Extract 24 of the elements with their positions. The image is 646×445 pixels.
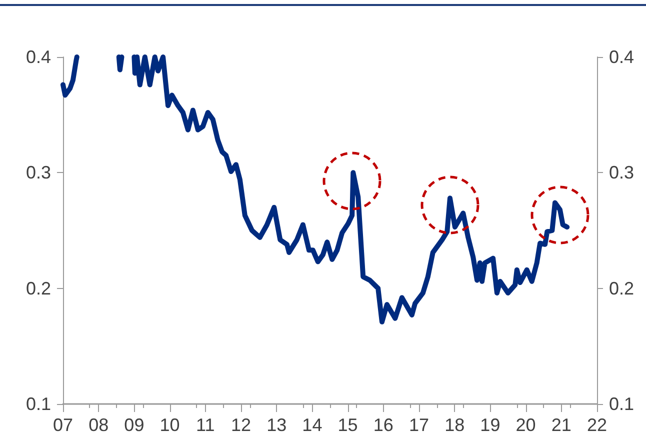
y-tick-label: 0.1 <box>26 394 51 414</box>
x-tick-label: 18 <box>444 415 465 435</box>
x-tick-label: 22 <box>586 415 608 435</box>
x-tick-label: 12 <box>230 415 252 435</box>
x-tick-label: 21 <box>551 415 572 435</box>
x-tick-label: 20 <box>516 415 536 435</box>
x-tick-label: 16 <box>373 415 394 435</box>
y-tick-label: 0.2 <box>26 278 51 298</box>
x-tick-label: 08 <box>88 415 109 435</box>
x-tick-label: 09 <box>124 415 144 435</box>
y2-tick-label: 0.2 <box>609 278 634 298</box>
x-tick-label: 14 <box>302 415 322 435</box>
y2-tick-label: 0.4 <box>609 47 634 67</box>
y2-tick-label: 0.3 <box>609 162 634 183</box>
x-tick-label: 17 <box>408 415 430 435</box>
y-tick-label: 0.4 <box>26 47 51 67</box>
x-tick-label: 15 <box>338 415 358 435</box>
x-tick-label: 10 <box>160 415 180 435</box>
y-tick-label: 0.3 <box>26 162 51 183</box>
y2-tick-label: 0.1 <box>609 394 634 414</box>
x-tick-label: 07 <box>52 415 74 435</box>
x-tick-label: 13 <box>266 415 287 435</box>
x-tick-label: 19 <box>480 415 500 435</box>
x-tick-label: 11 <box>196 415 215 435</box>
